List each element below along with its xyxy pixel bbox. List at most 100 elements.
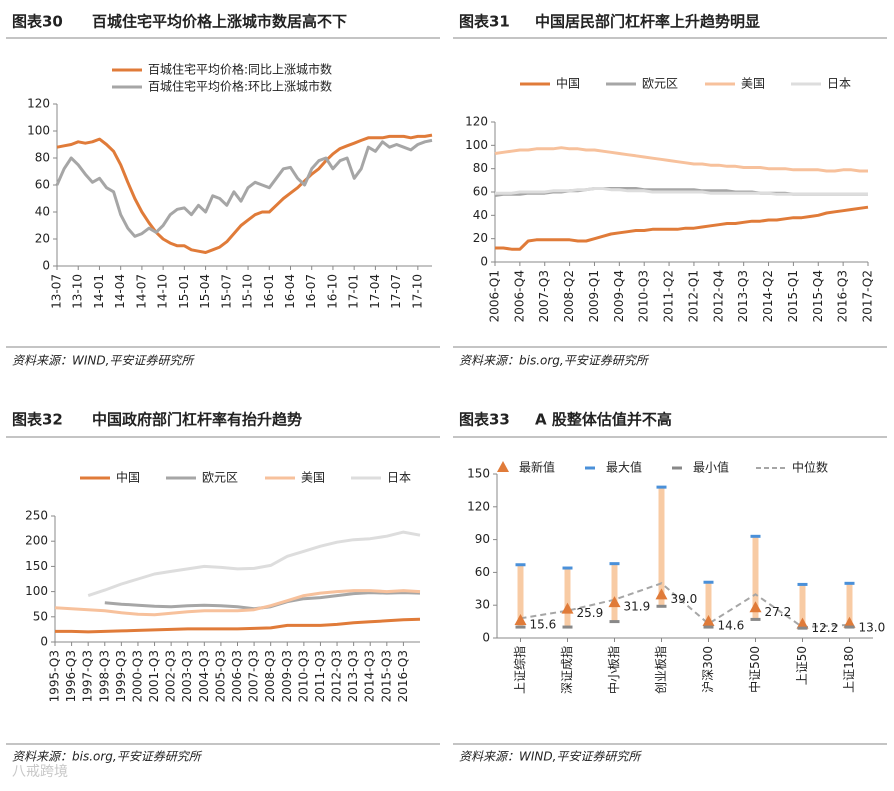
x-tick-label: 沪深300 — [701, 646, 715, 693]
legend-label: 最小值 — [693, 460, 729, 475]
x-tick-label: 1995-Q3 — [48, 650, 62, 702]
value-label: 13.0 — [859, 620, 886, 634]
range-bar — [517, 564, 524, 628]
x-tick-label: 2016-Q3 — [396, 650, 410, 702]
x-tick-label: 15-07 — [219, 274, 233, 309]
x-tick-label: 2009-Q1 — [587, 270, 601, 322]
range-bar — [658, 487, 665, 607]
y-tick-label: 90 — [475, 532, 490, 546]
legend-label: 中国 — [116, 470, 140, 485]
x-tick-label: 上证50 — [795, 646, 809, 685]
x-tick-label: 2016-Q3 — [836, 270, 850, 322]
value-label: 14.6 — [718, 619, 745, 633]
watermark: 八戒跨境 — [12, 764, 68, 780]
source-note: 资料来源：WIND,平安证券研究所 — [12, 354, 195, 368]
x-tick-label: 14-01 — [92, 274, 106, 309]
x-tick-label: 2015-Q3 — [379, 650, 393, 702]
latest-marker — [843, 616, 856, 628]
legend-label: 百城住宅平均价格:环比上涨城市数 — [148, 79, 332, 94]
legend-label: 最大值 — [606, 460, 642, 475]
x-tick-label: 2007-Q3 — [247, 650, 261, 702]
legend-label: 美国 — [301, 471, 325, 485]
chart-title: A 股整体估值并不高 — [535, 411, 672, 429]
x-tick-label: 15-10 — [241, 274, 255, 309]
series-line — [55, 138, 433, 238]
x-tick-label: 中小板指 — [606, 646, 621, 694]
x-tick-label: 2001-Q3 — [147, 650, 161, 702]
y-tick-label: 150 — [25, 559, 48, 573]
x-tick-label: 2006-Q1 — [488, 270, 502, 322]
legend-label: 中国 — [556, 76, 580, 91]
y-tick-label: 120 — [467, 499, 490, 513]
value-label: 39.0 — [671, 592, 698, 606]
range-bar — [705, 582, 712, 628]
figure-label: 图表33 — [459, 411, 510, 429]
x-tick-label: 2012-Q3 — [330, 650, 344, 702]
value-label: 15.6 — [530, 617, 557, 631]
x-tick-label: 2002-Q3 — [164, 650, 178, 702]
legend-label: 日本 — [827, 77, 851, 91]
y-tick-label: 100 — [465, 138, 488, 152]
range-bar — [799, 584, 806, 629]
x-tick-label: 2011-Q3 — [313, 650, 327, 702]
series-line — [56, 133, 433, 254]
y-tick-label: 60 — [35, 178, 50, 192]
x-tick-label: 2003-Q3 — [180, 650, 194, 702]
x-tick-label: 1998-Q3 — [97, 650, 111, 702]
x-tick-label: 2008-Q3 — [263, 650, 277, 702]
y-tick-label: 120 — [465, 115, 488, 129]
x-tick-label: 16-07 — [304, 274, 318, 309]
x-tick-label: 17-07 — [389, 274, 403, 309]
x-tick-label: 2005-Q3 — [213, 650, 227, 702]
x-tick-label: 中证500 — [747, 646, 762, 693]
x-tick-label: 2017-Q2 — [861, 270, 875, 322]
series-line — [494, 146, 868, 173]
series-line — [55, 617, 421, 634]
legend-label: 欧元区 — [642, 77, 678, 91]
latest-marker — [702, 615, 715, 627]
x-tick-label: 2008-Q2 — [562, 270, 576, 322]
y-tick-label: 120 — [27, 97, 50, 111]
latest-marker — [561, 602, 574, 614]
series-line — [495, 205, 869, 251]
range-bar — [564, 568, 571, 628]
x-tick-label: 2013-Q3 — [346, 650, 360, 702]
value-label: 12.2 — [812, 621, 839, 635]
y-tick-label: 40 — [473, 208, 488, 222]
legend-symbol — [497, 461, 509, 472]
chart-title: 中国居民部门杠杆率上升趋势明显 — [535, 13, 760, 31]
x-tick-label: 16-04 — [283, 274, 297, 309]
y-tick-label: 40 — [35, 205, 50, 219]
y-tick-label: 150 — [467, 467, 490, 481]
y-tick-label: 80 — [473, 161, 488, 175]
y-tick-label: 100 — [27, 124, 50, 138]
x-tick-label: 2007-Q3 — [537, 270, 551, 322]
y-tick-label: 250 — [25, 509, 48, 523]
figure-label: 图表32 — [12, 411, 63, 429]
figure-label: 图表30 — [12, 13, 63, 31]
x-tick-label: 2014-Q3 — [363, 650, 377, 702]
legend-label: 欧元区 — [202, 471, 238, 485]
x-tick-label: 创业板指 — [653, 646, 668, 694]
x-tick-label: 16-01 — [262, 274, 276, 309]
x-tick-label: 17-04 — [368, 274, 382, 309]
legend-label: 最新值 — [519, 460, 555, 475]
x-tick-label: 2015-Q4 — [811, 270, 825, 322]
x-tick-label: 2006-Q3 — [230, 650, 244, 702]
y-tick-label: 0 — [480, 255, 488, 269]
series-line — [54, 589, 421, 617]
y-tick-label: 50 — [33, 609, 48, 623]
latest-marker — [655, 588, 668, 600]
range-bar — [752, 536, 759, 620]
y-tick-label: 0 — [482, 631, 490, 645]
latest-marker — [749, 601, 762, 613]
y-tick-label: 100 — [25, 584, 48, 598]
x-tick-label: 2011-Q2 — [662, 270, 676, 322]
x-tick-label: 2014-Q2 — [761, 270, 775, 322]
x-tick-label: 2009-Q4 — [612, 270, 626, 322]
x-tick-label: 上证综指 — [512, 646, 527, 694]
source-note: 资料来源：bis.org,平安证券研究所 — [12, 750, 203, 764]
x-tick-label: 14-07 — [134, 274, 148, 309]
value-label: 25.9 — [577, 606, 604, 620]
